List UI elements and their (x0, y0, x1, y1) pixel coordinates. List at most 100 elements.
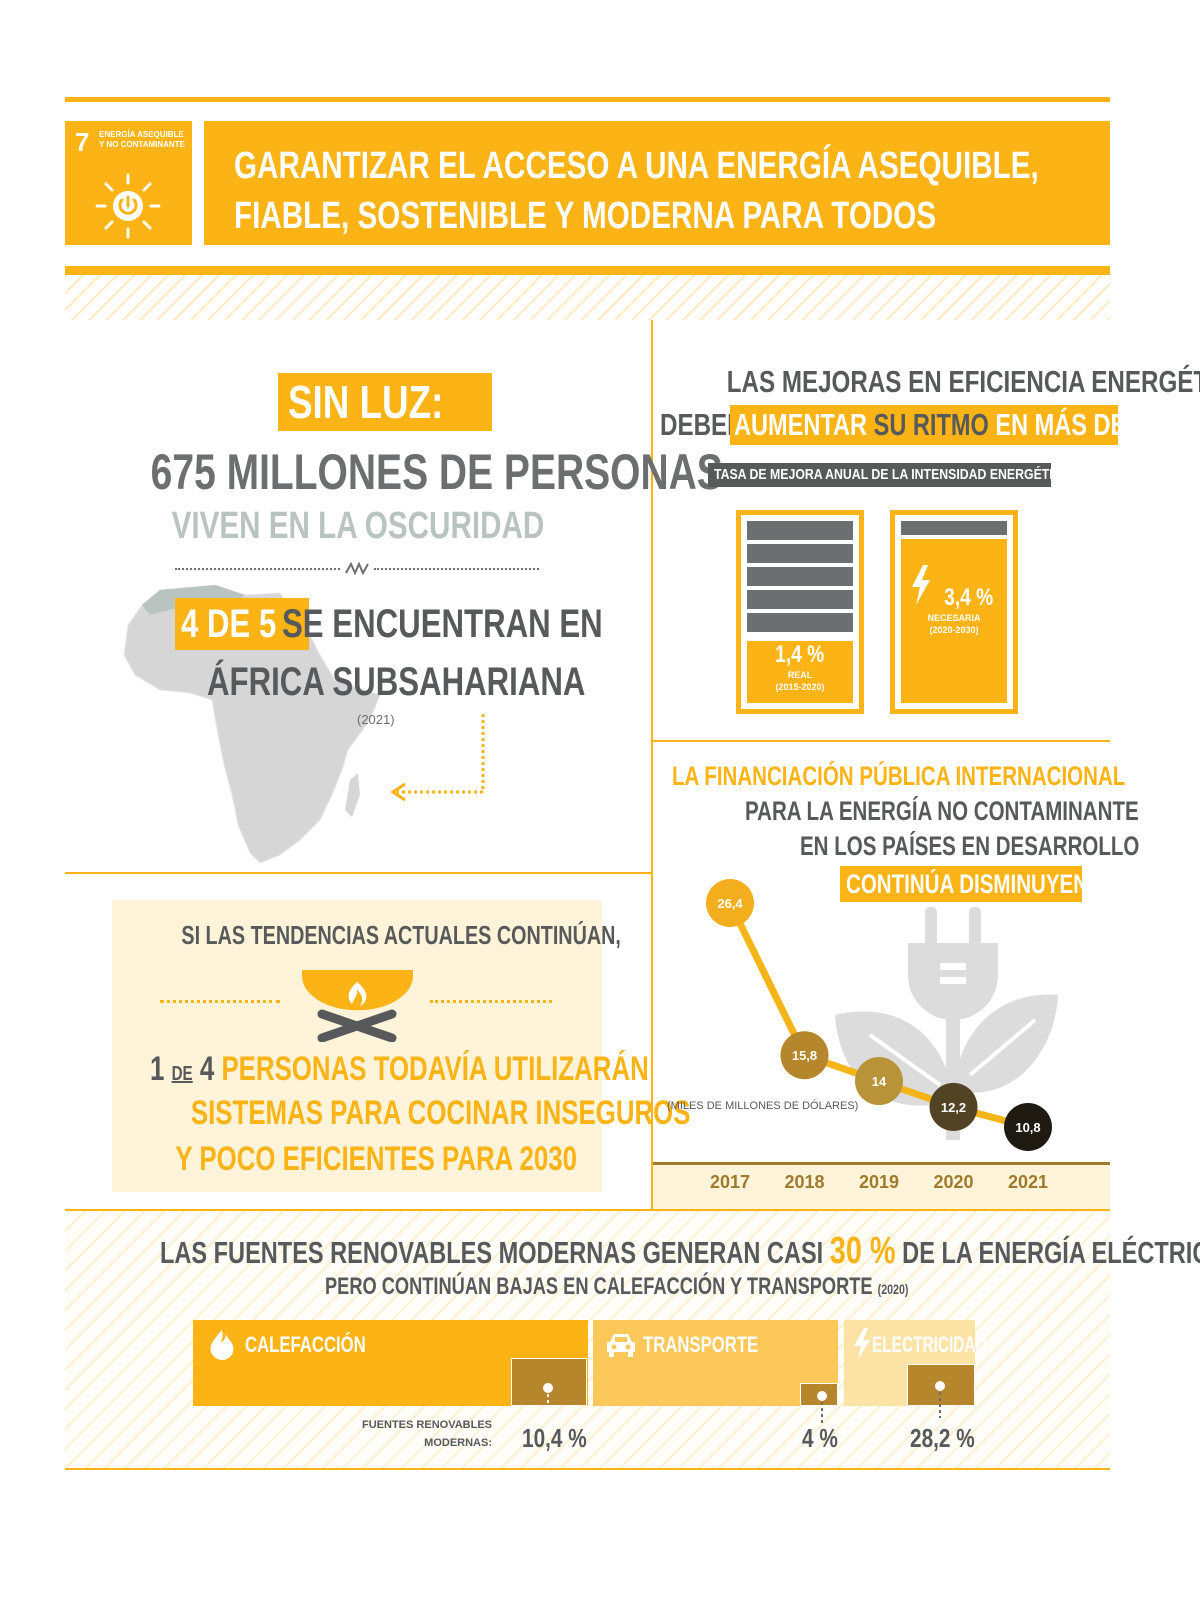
finance-x-tick-label: 2019 (858, 1172, 900, 1192)
cooking-panel (112, 900, 602, 1192)
goal-number: 7 (75, 127, 90, 157)
sector-electricity-name: ELECTRICIDAD (872, 1332, 987, 1357)
battery-real-label: REAL (787, 670, 813, 680)
cooking-fire-icon (302, 970, 413, 1042)
sector-electricity-value: 28,2 % (910, 1423, 975, 1453)
finance-x-tick-label: 2021 (1007, 1172, 1049, 1192)
sun-power-icon (95, 173, 161, 239)
header-bottom-rule (65, 266, 1110, 275)
battery-real: 1,4 % REAL (2015-2020) (736, 510, 864, 714)
finance-line1: LA FINANCIACIÓN PÚBLICA INTERNACIONAL (672, 761, 1126, 791)
right-divider (653, 740, 1110, 742)
finance-data-label: 26,4 (717, 896, 743, 911)
renewables-row-label-1: FUENTES RENOVABLES (362, 1419, 492, 1431)
battery-needed-period: (2020-2030) (929, 625, 979, 635)
sector-heating: CALEFACCIÓN (193, 1320, 588, 1406)
battery-needed-label: NECESARIA (927, 613, 981, 623)
cooking-line3: Y POCO EFICIENTES PARA 2030 (175, 1140, 578, 1178)
efficiency-chart-caption: TASA DE MEJORA ANUAL DE LA INTENSIDAD EN… (708, 463, 1051, 487)
sector-transport-name: TRANSPORTE (643, 1332, 759, 1357)
lightning-icon (854, 1328, 870, 1360)
finance-year-band (653, 1163, 1110, 1209)
cooking-dots-right (430, 1000, 552, 1003)
battery-needed-value: 3,4 % (943, 584, 993, 611)
renewables-line1c: DE LA ENERGÍA ELÉCTRICA, (902, 1235, 1200, 1270)
top-rule (65, 97, 1110, 102)
efficiency-line1: LAS MEJORAS EN EFICIENCIA ENERGÉTICA (726, 364, 1200, 399)
darkness-line1: SE ENCUENTRAN EN (282, 602, 603, 646)
finance-line3: EN LOS PAÍSES EN DESARROLLO (800, 831, 1140, 861)
lightning-icon (912, 565, 931, 605)
sin-luz-label: SIN LUZ: (278, 373, 493, 431)
vertical-divider (651, 320, 653, 1210)
renewables-line2: PERO CONTINÚAN BAJAS EN CALEFACCIÓN Y TR… (325, 1273, 873, 1300)
dotted-separator-left (175, 568, 340, 570)
header-title-box: GARANTIZAR EL ACCESO A UNA ENERGÍA ASEQU… (204, 121, 1110, 245)
renewables-line1b: 30 % (829, 1230, 896, 1272)
efficiency-highlight-c: EN MÁS DEL DOBLE (995, 407, 1118, 442)
finance-data-label: 15,8 (792, 1048, 817, 1063)
finance-data-label: 10,8 (1015, 1120, 1040, 1135)
finance-unit-note: (MILES DE MILLONES DE DÓLARES) (667, 1100, 859, 1112)
cooking-de: DE (171, 1063, 193, 1085)
page-title-line2: FIABLE, SOSTENIBLE Y MODERNA PARA TODOS (234, 195, 937, 237)
darkness-year: (2021) (357, 712, 395, 727)
battery-needed-cap (901, 521, 1007, 535)
sector-heating-renewable-share (511, 1358, 587, 1406)
flame-icon (210, 1330, 234, 1360)
goal-name-line1: ENERGÍA ASEQUIBLE (99, 130, 184, 139)
finance-data-point (1004, 1103, 1052, 1151)
battery-real-fill: 1,4 % REAL (2015-2020) (747, 641, 853, 703)
cooking-line2: SISTEMAS PARA COCINAR INSEGUROS (190, 1094, 691, 1132)
battery-needed: 3,4 % NECESARIA (2020-2030) (890, 510, 1018, 714)
finance-data-point (929, 1082, 978, 1131)
finance-baseline (653, 1162, 1110, 1165)
darkness-line2: ÁFRICA SUBSAHARIANA (207, 660, 586, 704)
striped-band (65, 275, 1110, 320)
cooking-intro: SI LAS TENDENCIAS ACTUALES CONTINÚAN, (181, 920, 621, 950)
left-divider (65, 872, 651, 874)
sector-transport-value: 4 % (802, 1423, 838, 1453)
renewables-top-rule (65, 1209, 1110, 1211)
goal-name-line2: Y NO CONTAMINANTE (99, 140, 185, 149)
finance-line-chart: 26,4 15,8 14 12,2 10,8 (706, 879, 1052, 1151)
car-icon (607, 1334, 635, 1357)
battery-real-empty-bars (747, 521, 853, 637)
sector-heating-value: 10,4 % (522, 1423, 587, 1453)
battery-needed-fill: 3,4 % NECESARIA (2020-2030) (901, 539, 1007, 703)
battery-real-period: (2015-2020) (775, 682, 825, 692)
cooking-n2: 4 (199, 1050, 215, 1088)
finance-x-tick-label: 2020 (933, 1172, 974, 1192)
battery-real-value: 1,4 % (775, 641, 825, 668)
renewables-row-label-2: MODERNAS: (424, 1437, 492, 1449)
pin-marker-icon (935, 1381, 945, 1418)
pin-marker-icon (817, 1391, 827, 1426)
darkness-headline: 675 MILLONES DE PERSONAS (150, 444, 723, 500)
finance-line4: CONTINÚA DISMINUYENDO (846, 869, 1082, 899)
efficiency-highlight: AUMENTAR SU RITMO EN MÁS DEL DOBLE (730, 405, 1118, 445)
finance-data-label: 14 (872, 1074, 887, 1089)
finance-data-label: 12,2 (941, 1100, 966, 1115)
finance-x-tick-label: 2017 (709, 1172, 751, 1192)
renewables-line1a: LAS FUENTES RENOVABLES MODERNAS GENERAN … (160, 1235, 824, 1270)
dotted-separator-right (374, 568, 539, 570)
finance-data-point (780, 1031, 829, 1080)
dotted-arrow-icon (390, 714, 485, 802)
four-of-five-highlight: 4 DE 5 (175, 598, 310, 650)
renewables-year: (2020) (877, 1281, 909, 1297)
finance-data-point (706, 879, 754, 927)
efficiency-highlight-b: SU RITMO (873, 407, 989, 442)
cooking-line1: PERSONAS TODAVÍA UTILIZARÁN (221, 1050, 649, 1088)
finance-line4-box: CONTINÚA DISMINUYENDO (840, 866, 1082, 902)
cooking-n1: 1 (150, 1050, 165, 1088)
finance-x-tick-label: 2018 (784, 1172, 825, 1192)
sector-heating-name: CALEFACCIÓN (245, 1332, 366, 1357)
sector-transport: TRANSPORTE (593, 1320, 838, 1406)
finance-data-point (855, 1057, 903, 1106)
darkness-subline: VIVEN EN LA OSCURIDAD (171, 505, 544, 547)
zigzag-icon (345, 561, 369, 575)
bottom-rule (65, 1468, 1110, 1470)
finance-x-axis: 2017 2018 2019 2020 2021 (653, 1170, 1110, 1204)
pin-marker-icon (543, 1383, 553, 1418)
cooking-dots-left (160, 1000, 280, 1003)
